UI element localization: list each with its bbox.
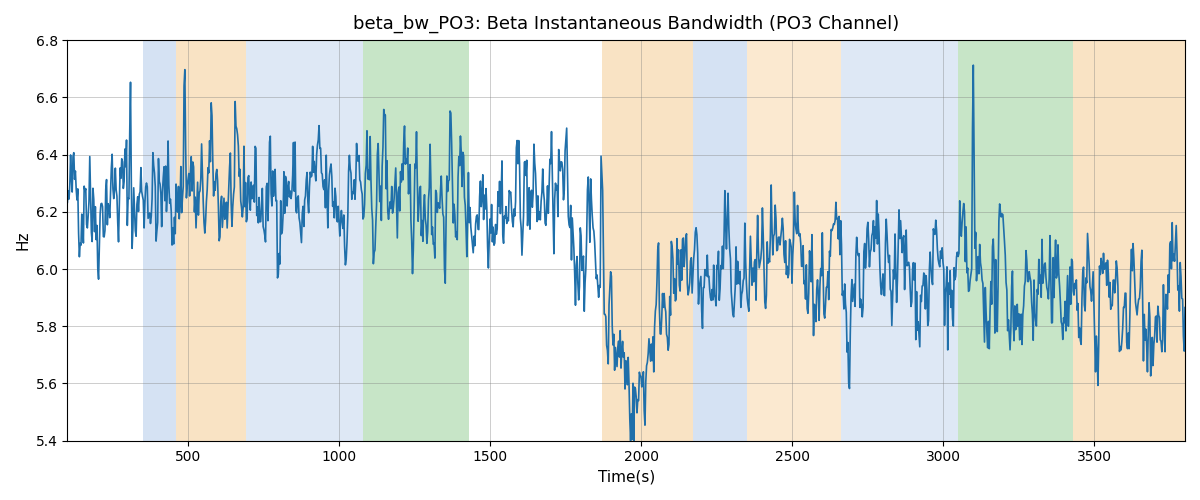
X-axis label: Time(s): Time(s) bbox=[598, 470, 655, 485]
Y-axis label: Hz: Hz bbox=[16, 230, 30, 250]
Bar bbox=[692, 40, 748, 440]
Bar bbox=[246, 40, 364, 440]
Bar bbox=[602, 40, 692, 440]
Title: beta_bw_PO3: Beta Instantaneous Bandwidth (PO3 Channel): beta_bw_PO3: Beta Instantaneous Bandwidt… bbox=[353, 15, 899, 34]
Bar bbox=[176, 40, 246, 440]
Bar bbox=[959, 40, 1073, 440]
Bar bbox=[748, 40, 841, 440]
Bar bbox=[364, 40, 469, 440]
Bar bbox=[841, 40, 959, 440]
Bar bbox=[143, 40, 176, 440]
Bar bbox=[1073, 40, 1186, 440]
